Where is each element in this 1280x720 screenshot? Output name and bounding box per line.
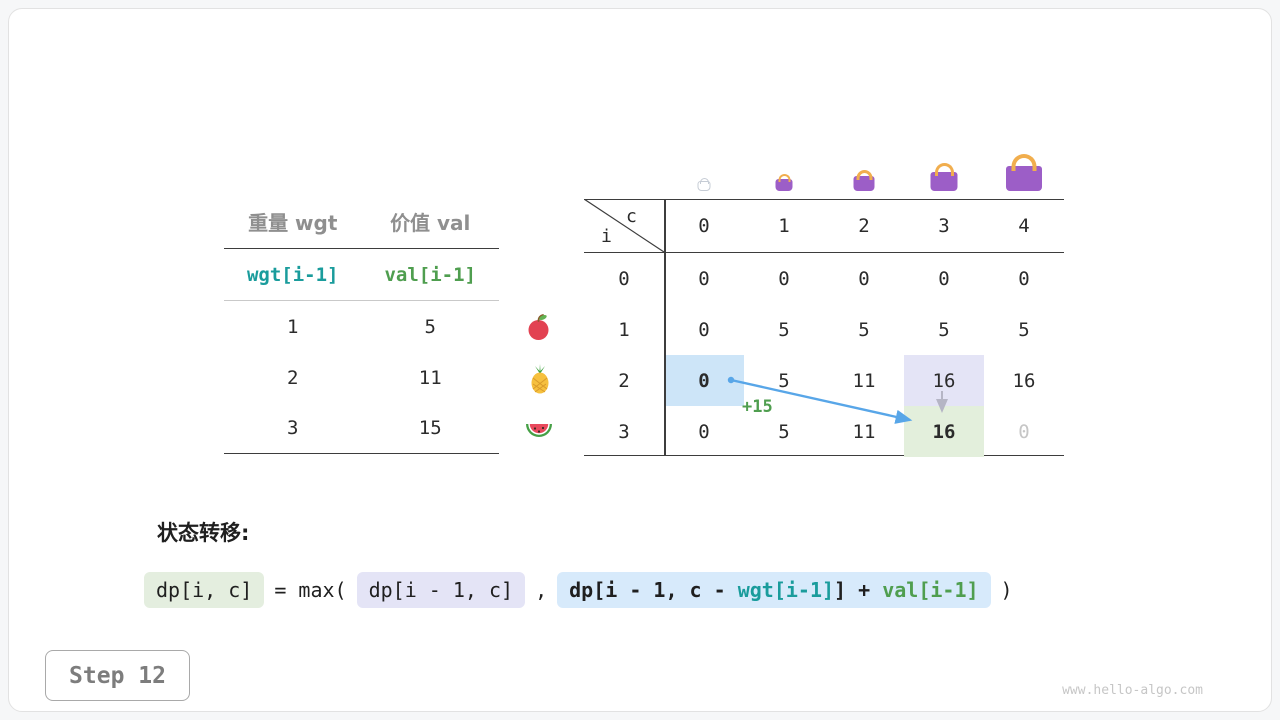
value-added-annotation: +15 — [742, 397, 773, 417]
bag-size-1-icon — [775, 179, 793, 191]
dp-cell: 5 — [858, 318, 870, 341]
dp-col-header: 2 — [824, 200, 904, 253]
apple-icon — [525, 313, 552, 345]
dp-cell: 0 — [698, 318, 710, 341]
bag-slot — [824, 135, 904, 193]
formula-lhs: dp[i, c] — [144, 572, 265, 608]
dp-cell: 5 — [778, 420, 790, 443]
dp-col-header: 0 — [664, 200, 744, 253]
dp-cell: 0 — [858, 267, 870, 290]
dp-row-label: 1 — [618, 318, 630, 341]
item2-weight: 2 — [287, 366, 299, 389]
bag-slot — [904, 135, 984, 193]
diagram-card: 重量 wgt 价值 val wgt[i-1] val[i-1] 1 5 2 11… — [8, 8, 1272, 712]
weights-table: 重量 wgt 价值 val wgt[i-1] val[i-1] 1 5 2 11… — [224, 195, 499, 454]
transition-formula: dp[i, c] = max( dp[i - 1, c] , dp[i - 1,… — [144, 570, 1013, 610]
dp-col-header: 4 — [984, 200, 1064, 253]
bag-size-4-icon — [1006, 166, 1042, 191]
table-row: 1 5 — [224, 301, 499, 352]
formula-comma: , — [535, 578, 548, 602]
bag-slot — [664, 135, 744, 193]
bag-slot — [984, 135, 1064, 193]
val-formula-label: val[i-1] — [384, 263, 476, 286]
watermelon-icon — [524, 421, 554, 444]
dp-corner-cell: c i — [584, 200, 664, 253]
bag-size-2-icon — [853, 176, 875, 191]
dp-row-label: 0 — [618, 267, 630, 290]
bag-slot — [744, 135, 824, 193]
step-badge: Step 12 — [45, 650, 190, 701]
weights-table-header-row: 重量 wgt 价值 val — [224, 195, 499, 249]
dp-cell: 16 — [1012, 369, 1036, 392]
transition-section-label: 状态转移: — [157, 521, 250, 545]
capacity-bags — [664, 135, 1064, 193]
table-row: 2 11 — [224, 352, 499, 403]
formula-term2-mid: ] + — [834, 578, 883, 602]
dp-row-label: 2 — [618, 369, 630, 392]
pineapple-icon — [529, 364, 551, 398]
formula-term2-wgt: wgt[i-1] — [737, 578, 835, 602]
item1-value: 5 — [424, 315, 436, 338]
dp-cell: 11 — [852, 420, 876, 443]
item1-weight: 1 — [287, 315, 299, 338]
empty-bag-icon — [697, 181, 711, 191]
dp-cell: 0 — [938, 267, 950, 290]
item2-value: 11 — [418, 366, 442, 389]
dp-cell-source-highlight: 0 — [664, 355, 744, 406]
dp-cell-current-highlight: 16 — [904, 406, 984, 457]
dp-cell-above-highlight: 16 — [904, 355, 984, 406]
dp-cell: 5 — [778, 318, 790, 341]
dp-cell: 0 — [1018, 267, 1030, 290]
dp-row-label: 3 — [618, 420, 630, 443]
dp-cell: 5 — [938, 318, 950, 341]
weights-table-formula-row: wgt[i-1] val[i-1] — [224, 249, 499, 301]
wgt-formula-label: wgt[i-1] — [246, 263, 339, 286]
item3-value: 15 — [418, 417, 442, 439]
formula-close-paren: ) — [1000, 578, 1013, 602]
formula-term2-prefix: dp[i - 1, c - — [569, 578, 738, 602]
formula-eq-max: = max( — [274, 578, 347, 602]
dp-table: c i 0 1 2 3 4 0 0 0 0 0 0 1 0 5 5 5 5 2 … — [584, 199, 1064, 457]
dp-cell: 0 — [698, 267, 710, 290]
table-row: 3 15 — [224, 403, 499, 454]
bag-size-3-icon — [930, 172, 958, 191]
watermark: www.hello-algo.com — [1062, 683, 1203, 698]
dp-col-header: 3 — [904, 200, 984, 253]
item-index-variable: i — [601, 226, 612, 247]
dp-cell: 0 — [698, 420, 710, 443]
capacity-variable: c — [626, 206, 637, 227]
dp-cell: 0 — [778, 267, 790, 290]
dp-cell: 11 — [852, 369, 876, 392]
dp-cell: 5 — [1018, 318, 1030, 341]
item3-weight: 3 — [287, 417, 299, 439]
value-column-header: 价值 val — [390, 211, 471, 235]
formula-term2: dp[i - 1, c - wgt[i-1]] + val[i-1] — [557, 572, 991, 608]
weight-column-header: 重量 wgt — [248, 211, 338, 235]
formula-term1: dp[i - 1, c] — [356, 572, 526, 608]
dp-cell-unfilled: 0 — [1018, 420, 1030, 443]
dp-col-header: 1 — [744, 200, 824, 253]
formula-term2-val: val[i-1] — [882, 578, 979, 602]
